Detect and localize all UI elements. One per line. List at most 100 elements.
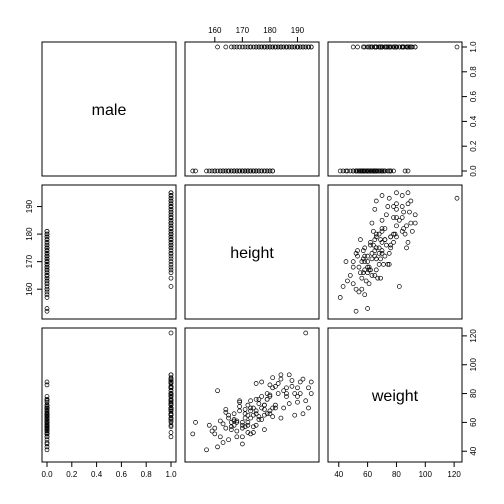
data-point — [355, 253, 360, 259]
data-point — [253, 408, 259, 414]
y-tick-label: 0.6 — [469, 90, 478, 102]
data-point — [303, 44, 309, 50]
data-point — [251, 168, 256, 174]
data-point — [237, 408, 242, 414]
data-point — [264, 411, 270, 417]
data-point — [240, 425, 245, 431]
panel-frame — [327, 184, 463, 320]
data-point — [306, 385, 311, 391]
data-point — [256, 417, 262, 422]
data-point — [365, 270, 370, 276]
data-point — [168, 234, 174, 240]
data-point — [369, 220, 375, 226]
data-point — [44, 251, 50, 256]
data-point — [220, 440, 226, 445]
x-tick-label: 190 — [291, 26, 305, 35]
panel-frame — [41, 184, 177, 320]
data-point — [295, 394, 300, 399]
data-point — [378, 256, 383, 262]
data-point — [223, 409, 229, 415]
y-axis-height-left: 160 170 180 190 — [25, 199, 42, 296]
data-point — [251, 44, 256, 50]
data-point — [284, 385, 289, 391]
data-point — [379, 217, 385, 223]
data-point — [281, 44, 287, 50]
panel-weight-vs-weight: weight — [327, 327, 463, 463]
x-tick-label: 170 — [236, 26, 250, 35]
panel-frame — [327, 327, 463, 463]
panel-height-vs-height: height — [184, 184, 320, 320]
y-tick-label: 80 — [469, 389, 478, 398]
panel-frame — [41, 327, 177, 463]
data-point — [270, 385, 276, 391]
data-point — [343, 259, 349, 264]
data-point — [278, 372, 284, 378]
data-point — [401, 209, 406, 215]
data-point — [168, 220, 174, 226]
data-point — [245, 412, 251, 418]
data-point — [408, 198, 414, 204]
data-point — [168, 256, 174, 262]
data-point — [223, 425, 229, 431]
data-point — [242, 415, 248, 421]
data-point — [264, 396, 270, 402]
data-point — [248, 431, 253, 437]
data-point — [392, 231, 398, 237]
data-point — [376, 245, 382, 251]
data-point — [234, 44, 240, 50]
data-point — [275, 44, 281, 50]
data-point — [264, 391, 270, 396]
data-point — [399, 228, 405, 234]
data-point — [168, 430, 174, 435]
data-point — [226, 168, 231, 174]
data-point — [273, 384, 278, 389]
data-point — [353, 251, 359, 256]
data-point — [44, 262, 50, 267]
data-point — [399, 44, 405, 50]
data-point — [237, 399, 242, 405]
data-point — [231, 417, 237, 422]
data-point — [44, 281, 50, 287]
data-point — [372, 273, 378, 278]
data-point — [391, 168, 396, 174]
data-point — [300, 376, 306, 382]
data-point — [303, 330, 309, 336]
data-point — [168, 253, 174, 259]
x-axis-height-top: 160 170 180 190 — [208, 26, 305, 42]
data-point — [379, 251, 385, 256]
data-point — [253, 44, 259, 50]
data-point — [368, 168, 373, 174]
data-point — [362, 292, 368, 298]
data-point — [371, 168, 376, 174]
data-point — [295, 385, 300, 391]
data-point — [217, 418, 223, 424]
data-point — [308, 44, 314, 50]
data-point — [168, 251, 174, 256]
data-point — [44, 248, 50, 253]
data-point — [267, 411, 273, 417]
data-point — [409, 228, 415, 234]
data-point — [256, 401, 262, 406]
data-point — [289, 44, 295, 50]
data-point — [256, 414, 262, 419]
data-point — [262, 402, 267, 408]
data-point — [240, 44, 245, 50]
data-point — [306, 405, 311, 411]
data-point — [240, 422, 245, 428]
data-point — [242, 44, 248, 50]
data-point — [253, 396, 259, 402]
data-point — [359, 275, 365, 281]
data-point — [212, 431, 218, 437]
data-point — [391, 204, 396, 209]
y-tick-label: 160 — [25, 282, 34, 296]
data-point — [245, 420, 251, 425]
data-point — [372, 44, 378, 50]
data-point — [382, 226, 388, 231]
data-point — [168, 372, 174, 378]
data-point — [376, 168, 382, 174]
data-point — [350, 44, 356, 50]
data-point — [402, 168, 408, 174]
data-point — [362, 245, 368, 251]
data-point — [259, 44, 264, 50]
data-point — [394, 44, 399, 50]
